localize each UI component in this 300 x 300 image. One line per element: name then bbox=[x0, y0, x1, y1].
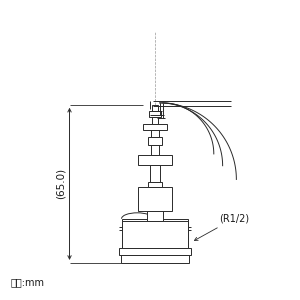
Bar bbox=[150, 165, 160, 182]
Bar bbox=[152, 117, 158, 124]
Bar bbox=[147, 211, 163, 221]
Bar bbox=[122, 221, 188, 248]
Bar bbox=[122, 219, 188, 248]
Bar bbox=[151, 145, 159, 155]
Bar bbox=[138, 155, 172, 165]
Bar bbox=[151, 129, 159, 137]
Text: 単位:mm: 単位:mm bbox=[11, 278, 45, 287]
Bar bbox=[149, 111, 161, 117]
Bar bbox=[152, 105, 158, 111]
Bar bbox=[143, 124, 167, 130]
Bar bbox=[138, 187, 172, 211]
Bar bbox=[148, 182, 162, 187]
Text: (R1/2): (R1/2) bbox=[194, 214, 249, 241]
Bar bbox=[148, 137, 162, 145]
Bar bbox=[118, 248, 191, 255]
Text: (65.0): (65.0) bbox=[56, 168, 66, 200]
Bar bbox=[121, 255, 189, 263]
